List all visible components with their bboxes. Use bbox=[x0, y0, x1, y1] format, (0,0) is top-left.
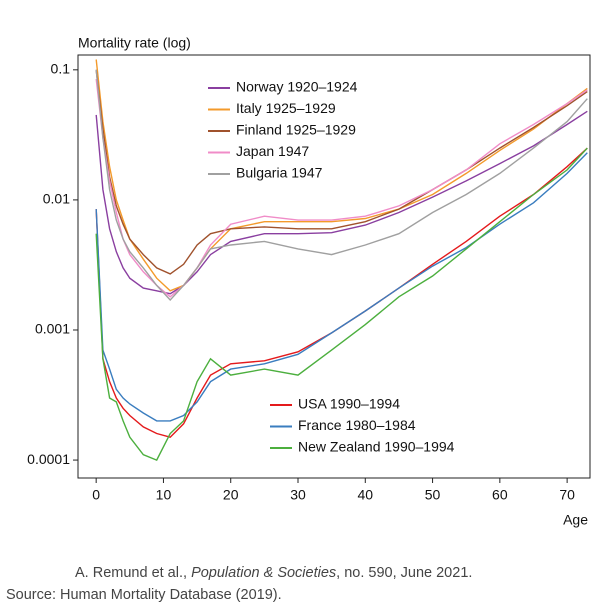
series-line bbox=[95, 59, 588, 292]
x-axis-label: Age bbox=[563, 512, 588, 528]
legend-label: France 1980–1984 bbox=[298, 417, 416, 433]
caption-journal: Population & Societies bbox=[191, 565, 337, 581]
x-tick-label: 60 bbox=[492, 487, 508, 503]
source: Source: Human Mortality Database (2019). bbox=[6, 587, 282, 603]
legend-label: New Zealand 1990–1994 bbox=[298, 439, 455, 455]
legend-label: Bulgaria 1947 bbox=[236, 165, 323, 181]
y-tick-label: 0.001 bbox=[35, 321, 70, 337]
legend-label: USA 1990–1994 bbox=[298, 396, 400, 412]
chart: Mortality rate (log) Age 0.1 0.01 0.001 0.0… bbox=[27, 35, 591, 528]
plot-frame bbox=[77, 54, 591, 479]
series-line bbox=[95, 152, 588, 422]
series-line bbox=[95, 147, 588, 438]
legend-label: Italy 1925–1929 bbox=[236, 100, 336, 116]
y-tick-label: 0.01 bbox=[43, 191, 70, 207]
x-tick-label: 10 bbox=[156, 487, 172, 503]
x-tick-label: 30 bbox=[290, 487, 306, 503]
caption: A. Remund et al., Population & Societies… bbox=[75, 565, 472, 581]
series-line bbox=[95, 78, 588, 298]
caption-text: A. Remund et al., bbox=[75, 565, 192, 581]
x-tick-label: 50 bbox=[425, 487, 441, 503]
y-axis-label: Mortality rate (log) bbox=[78, 35, 191, 51]
legend-label: Japan 1947 bbox=[236, 143, 309, 159]
y-tick-label: 0.1 bbox=[51, 61, 71, 77]
series-line bbox=[95, 147, 588, 461]
series-line bbox=[95, 69, 588, 302]
legend-label: Finland 1925–1929 bbox=[236, 122, 356, 138]
x-tick-label: 40 bbox=[357, 487, 373, 503]
x-tick-label: 20 bbox=[223, 487, 239, 503]
x-tick-label: 0 bbox=[92, 487, 100, 503]
legend-label: Norway 1920–1924 bbox=[236, 79, 358, 95]
x-tick-label: 70 bbox=[559, 487, 575, 503]
y-tick-label: 0.0001 bbox=[27, 451, 70, 467]
caption-text: , no. 590, June 2021. bbox=[336, 565, 473, 581]
series-line bbox=[95, 110, 588, 295]
series-line bbox=[95, 69, 588, 275]
